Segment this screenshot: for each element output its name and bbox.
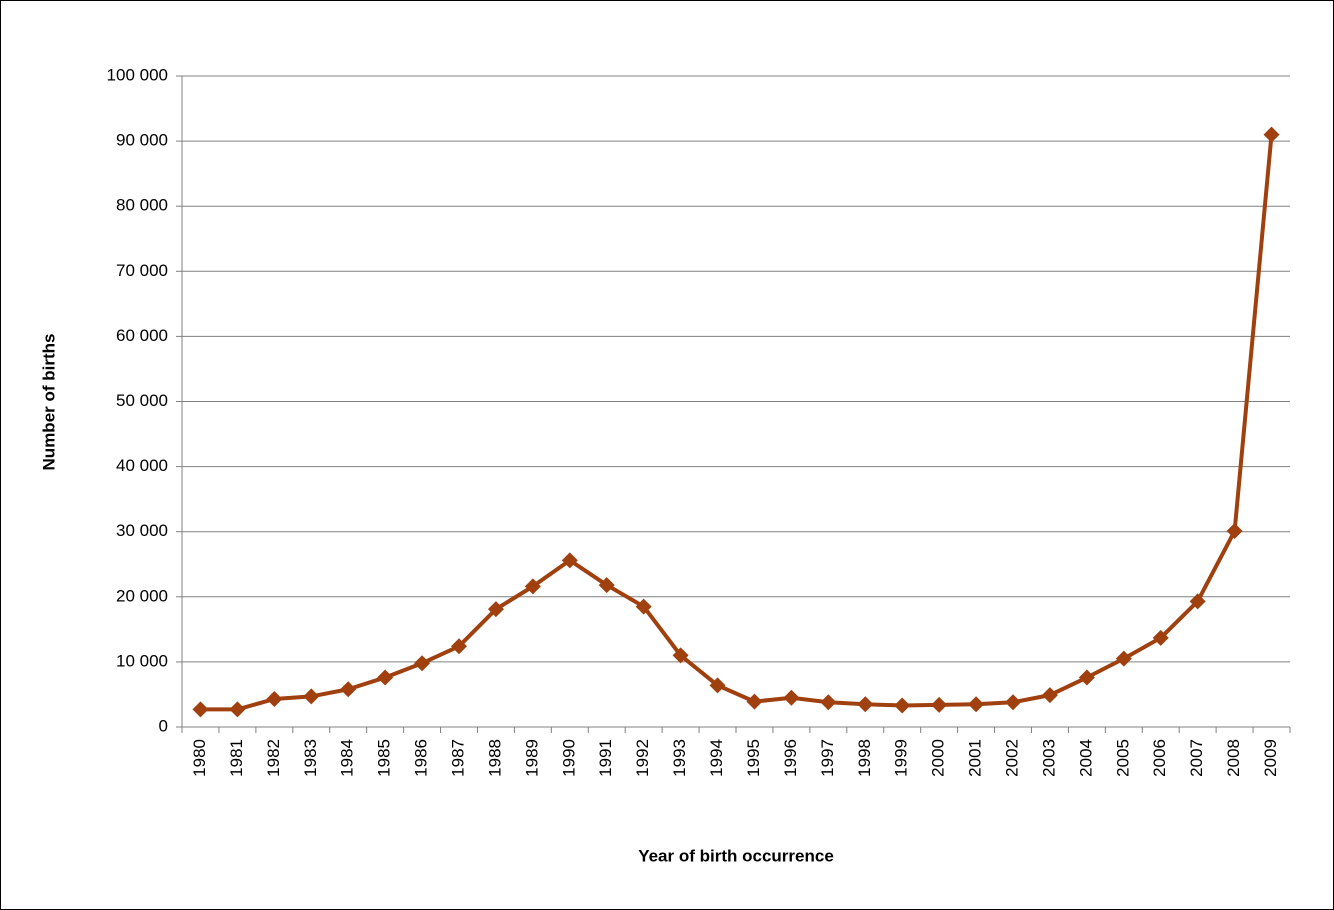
x-tick-label: 1996 [781, 739, 800, 777]
x-tick-label: 2003 [1039, 739, 1058, 777]
data-marker [377, 669, 394, 686]
data-marker [229, 701, 246, 718]
x-tick-label: 2007 [1187, 739, 1206, 777]
x-tick-label: 2008 [1224, 739, 1243, 777]
data-marker [598, 577, 615, 594]
x-tick-label: 1997 [818, 739, 837, 777]
x-tick-label: 1995 [744, 739, 763, 777]
y-tick-label: 10 000 [116, 651, 168, 670]
x-tick-label: 1991 [596, 739, 615, 777]
y-tick-label: 100 000 [107, 65, 168, 84]
x-tick-label: 1986 [412, 739, 431, 777]
y-axis-title: Number of births [39, 334, 58, 471]
data-marker [561, 552, 578, 569]
data-marker [1263, 126, 1280, 143]
y-tick-label: 40 000 [116, 456, 168, 475]
data-marker [857, 696, 874, 713]
data-marker [524, 578, 541, 595]
y-tick-label: 80 000 [116, 196, 168, 215]
data-marker [1152, 629, 1169, 646]
x-tick-label: 1984 [338, 739, 357, 777]
x-tick-label: 2009 [1261, 739, 1280, 777]
data-marker [266, 691, 283, 708]
x-tick-label: 2004 [1076, 739, 1095, 777]
x-tick-label: 1988 [485, 739, 504, 777]
data-marker [1041, 687, 1058, 704]
x-tick-label: 2000 [929, 739, 948, 777]
x-tick-label: 2005 [1113, 739, 1132, 777]
data-line [200, 134, 1274, 712]
x-tick-label: 1980 [190, 739, 209, 777]
y-tick-label: 70 000 [116, 261, 168, 280]
x-tick-label: 1987 [448, 739, 467, 777]
data-marker [1005, 694, 1021, 711]
data-marker [192, 701, 209, 718]
x-tick-label: 2006 [1150, 739, 1169, 777]
data-marker [487, 601, 504, 618]
data-marker [746, 693, 763, 710]
y-tick-label: 50 000 [116, 391, 168, 410]
data-marker [340, 681, 357, 698]
x-tick-label: 1998 [855, 739, 874, 777]
x-tick-label: 1990 [559, 739, 578, 777]
x-tick-label: 1993 [670, 739, 689, 777]
y-tick-label: 20 000 [116, 586, 168, 605]
data-marker [894, 697, 911, 714]
data-marker [1189, 593, 1206, 610]
data-marker [1226, 523, 1243, 540]
data-marker [709, 677, 726, 694]
x-tick-label: 1992 [633, 739, 652, 777]
data-marker [1115, 650, 1132, 667]
data-marker [783, 689, 800, 706]
data-marker [1078, 669, 1095, 686]
data-marker [303, 688, 320, 705]
x-tick-label: 1981 [227, 739, 246, 777]
x-tick-label: 2002 [1002, 739, 1021, 777]
y-tick-label: 90 000 [116, 131, 168, 150]
data-marker [931, 696, 948, 713]
data-marker [820, 694, 837, 711]
y-tick-label: 60 000 [116, 326, 168, 345]
data-marker [635, 598, 652, 615]
y-tick-label: 0 [159, 716, 168, 735]
x-tick-label: 1983 [301, 739, 320, 777]
x-tick-label: 1999 [892, 739, 911, 777]
x-tick-label: 1985 [375, 739, 394, 777]
x-tick-label: 1989 [522, 739, 541, 777]
data-marker [672, 647, 689, 664]
x-tick-label: 1982 [264, 739, 283, 777]
data-marker [414, 655, 431, 672]
data-marker [968, 696, 985, 713]
x-tick-label: 1994 [707, 739, 726, 777]
data-marker [451, 638, 467, 655]
y-tick-label: 30 000 [116, 521, 168, 540]
x-tick-label: 2001 [966, 739, 985, 777]
x-axis-title: Year of birth occurrence [638, 846, 834, 865]
